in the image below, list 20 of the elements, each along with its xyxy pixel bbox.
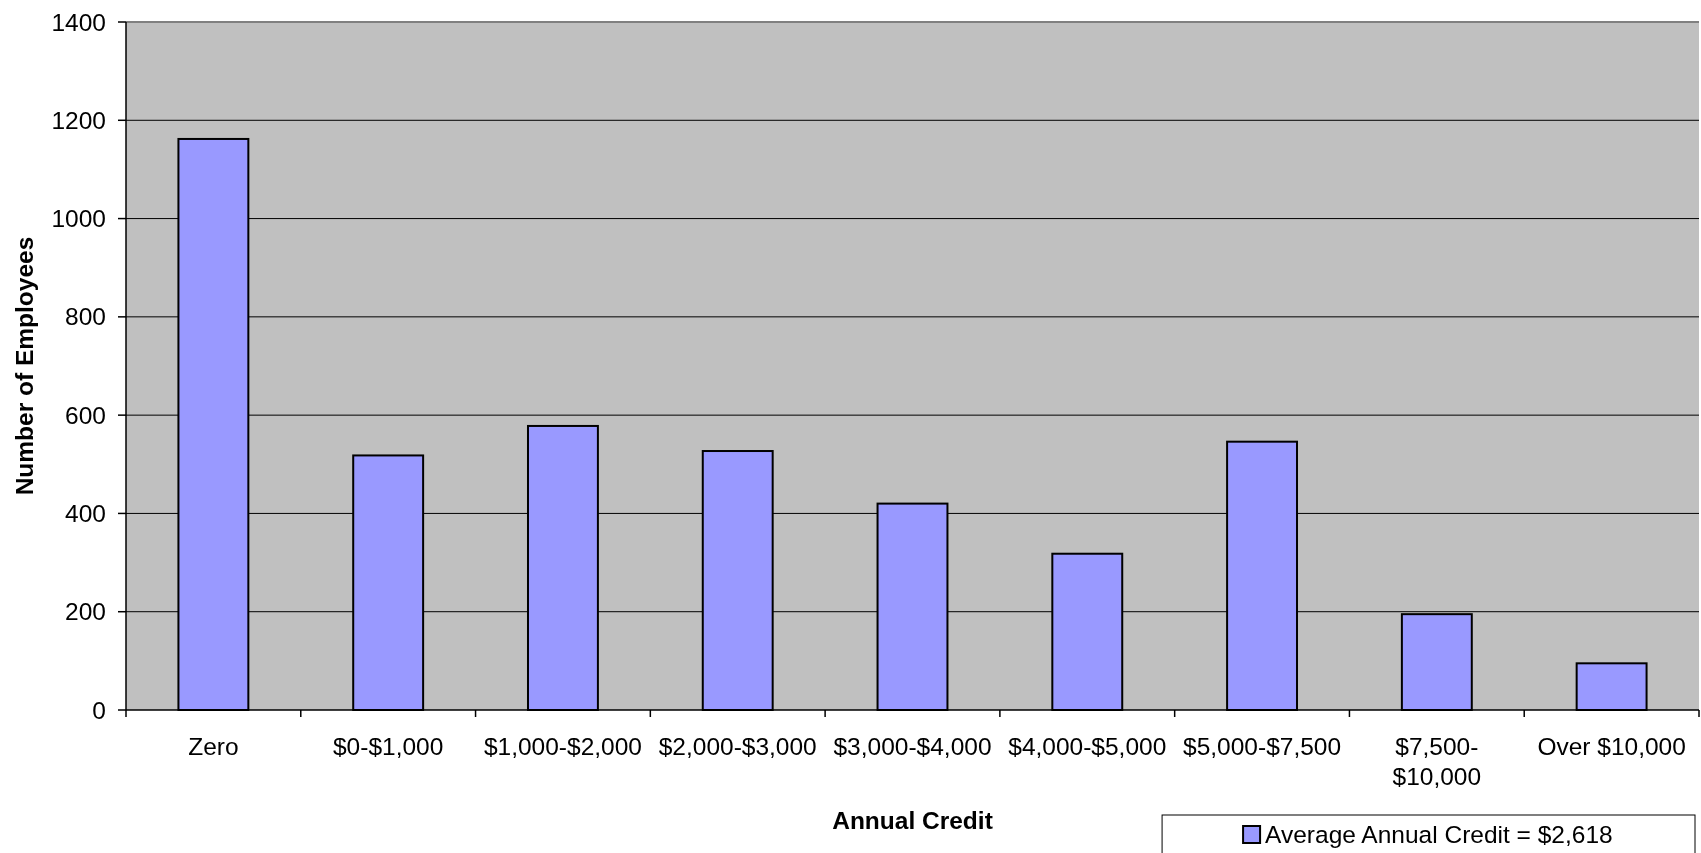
y-tick-label: 600 [65,401,106,429]
y-tick-label: 200 [65,598,106,626]
x-tick-label: $0-$1,000 [332,733,444,760]
x-tick-label: $3,000-$4,000 [833,733,992,760]
y-tick-label: 1200 [51,106,106,134]
x-tick-label: $2,000-$3,000 [658,733,817,760]
y-tick-label: 0 [92,696,106,724]
x-tick-label: $4,000-$5,000 [1008,733,1167,760]
x-tick-label: $5,000-$7,500 [1183,733,1342,760]
x-tick-label: $7,500-$10,000 [1392,733,1482,790]
y-axis-title: Number of Employees [11,236,38,496]
y-tick-label: 1400 [51,8,106,36]
y-tick-label: 1000 [51,205,106,233]
y-tick-label: 400 [65,500,106,527]
x-tick-label: Zero [188,733,239,760]
x-tick-label: $1,000-$2,000 [483,733,642,760]
x-axis-title: Annual Credit [832,807,993,834]
legend-label: Average Annual Credit = $2,618 [1265,821,1613,848]
x-tick-label: Over $10,000 [1537,733,1686,760]
y-tick-label: 800 [65,303,106,331]
